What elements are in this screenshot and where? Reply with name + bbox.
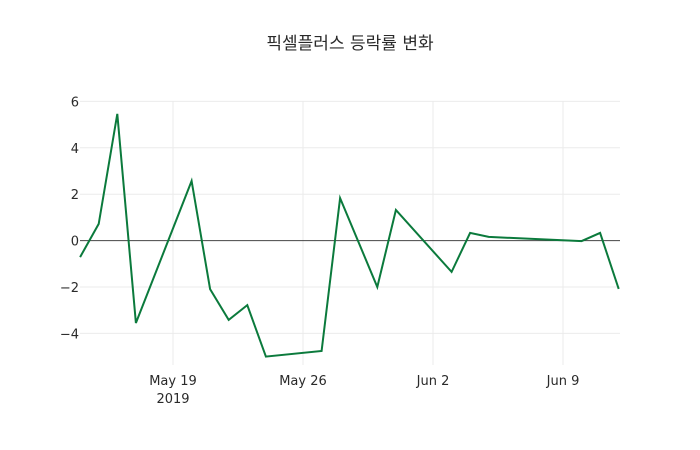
- y-tick-label: −2: [60, 281, 79, 296]
- x-tick-label: Jun 9: [546, 374, 580, 389]
- y-axis-ticks: 6 4 2 0 −2 −4: [60, 95, 79, 342]
- chart-title: 픽셀플러스 등락률 변화: [266, 34, 434, 54]
- y-tick-label: 4: [71, 142, 79, 157]
- x-tick-label: May 26: [279, 374, 327, 389]
- gridlines: [80, 100, 620, 365]
- y-tick-label: −4: [60, 327, 79, 342]
- x-axis-ticks: May 19 2019 May 26 Jun 2 Jun 9: [149, 374, 579, 407]
- x-tick-year-label: 2019: [156, 392, 189, 407]
- y-tick-label: 0: [71, 235, 79, 250]
- series-line: [79, 113, 620, 358]
- y-tick-label: 2: [71, 188, 79, 203]
- y-tick-label: 6: [71, 95, 79, 110]
- x-tick-label: May 19: [149, 374, 197, 389]
- x-tick-label: Jun 2: [416, 374, 450, 389]
